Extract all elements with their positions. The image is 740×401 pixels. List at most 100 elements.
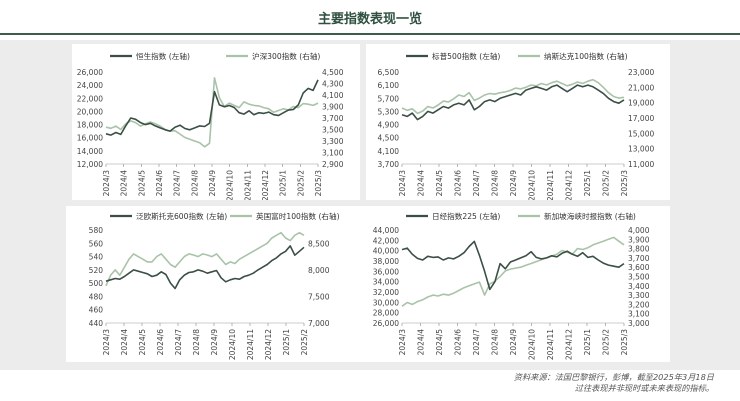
series-line-secondary — [401, 236, 625, 307]
y-left-tick-label: 6,500 — [378, 68, 400, 77]
y-right-tick-label: 3,500 — [628, 273, 650, 282]
legend-label: 纳斯达克100指数 (右轴) — [544, 51, 628, 61]
y-right-tick-label: 3,500 — [322, 126, 344, 135]
y-left-tick-label: 520 — [89, 266, 104, 275]
y-right-tick-label: 7,500 — [308, 292, 330, 301]
x-tick-label: 2024/11 — [243, 170, 252, 200]
y-right-tick-label: 4,300 — [322, 80, 344, 89]
x-tick-label: 2024/7 — [173, 170, 182, 197]
y-left-tick-label: 560 — [89, 239, 104, 248]
y-left-tick-label: 4,100 — [378, 147, 400, 156]
y-left-tick-label: 32,000 — [373, 288, 399, 297]
y-left-tick-label: 3,700 — [378, 160, 400, 169]
y-right-tick-label: 23,000 — [628, 68, 654, 77]
series-line-primary — [401, 240, 625, 291]
y-left-tick-label: 20,000 — [77, 107, 103, 116]
x-tick-label: 2024/11 — [546, 170, 555, 200]
x-tick-label: 2024/4 — [120, 329, 129, 356]
y-right-tick-label: 17,000 — [628, 114, 654, 123]
x-tick-label: 2024/3 — [102, 329, 111, 356]
y-right-tick-label: 3,200 — [628, 300, 650, 309]
legend-label: 英国富时100指数 (右轴) — [256, 211, 340, 221]
source-note: 资料来源：法国巴黎银行，彭博，截至2025年3月18日 — [513, 372, 714, 382]
y-right-tick-label: 21,000 — [628, 83, 654, 92]
y-left-tick-label: 18,000 — [77, 121, 103, 130]
y-left-tick-label: 40,000 — [373, 247, 399, 256]
legend-label: 泛欧斯托克600指数 (左轴) — [136, 211, 227, 221]
y-left-tick-label: 38,000 — [373, 257, 399, 266]
x-tick-label: 2024/8 — [192, 329, 201, 356]
y-left-tick-label: 14,000 — [77, 147, 103, 156]
x-tick-label: 2025/1 — [282, 329, 291, 356]
y-left-tick-label: 6,100 — [378, 81, 400, 90]
x-tick-label: 2024/8 — [491, 170, 500, 197]
y-left-tick-label: 26,000 — [373, 319, 399, 328]
x-tick-label: 2024/12 — [565, 329, 574, 360]
page-title: 主要指数表现一览 — [317, 12, 422, 27]
x-tick-label: 2024/5 — [137, 170, 146, 197]
x-tick-label: 2025/1 — [583, 170, 592, 197]
x-tick-label: 2025/1 — [279, 170, 288, 197]
y-right-tick-label: 3,400 — [628, 282, 650, 291]
x-tick-label: 2025/3 — [314, 170, 323, 197]
legend-label: 标普500指数 (左轴) — [432, 51, 500, 61]
chart-stoxx600-ftse100: 440 460 480 500 520 540 560 580 7,000 7,500 8,000 8… — [89, 211, 340, 360]
y-left-tick-label: 4,500 — [378, 134, 400, 143]
x-tick-label: 2024/6 — [155, 170, 164, 197]
x-tick-label: 2024/11 — [246, 329, 255, 360]
series-line-primary — [105, 79, 319, 136]
y-left-tick-label: 500 — [89, 279, 104, 288]
x-tick-label: 2024/5 — [435, 329, 444, 356]
x-tick-label: 2025/2 — [602, 329, 611, 356]
x-tick-label: 2025/3 — [620, 170, 629, 197]
x-tick-label: 2024/12 — [261, 170, 270, 200]
x-tick-label: 2024/10 — [528, 170, 537, 200]
y-left-tick-label: 5,700 — [378, 94, 400, 103]
legend-label: 恒生指数 (左轴) — [136, 51, 190, 61]
y-right-tick-label: 19,000 — [628, 99, 654, 108]
series-line-secondary — [105, 231, 305, 287]
x-tick-label: 2025/3 — [620, 329, 629, 356]
y-left-tick-label: 4,900 — [378, 121, 400, 130]
x-tick-label: 2025/1 — [583, 329, 592, 356]
x-tick-label: 2024/9 — [509, 329, 518, 356]
x-tick-label: 2024/8 — [491, 329, 500, 356]
x-tick-label: 2024/5 — [138, 329, 147, 356]
y-left-tick-label: 30,000 — [373, 298, 399, 307]
x-tick-label: 2025/2 — [296, 170, 305, 197]
y-left-tick-label: 28,000 — [373, 309, 399, 318]
x-tick-label: 2024/9 — [509, 170, 518, 197]
x-tick-label: 2024/10 — [226, 170, 235, 200]
y-right-tick-label: 7,000 — [308, 319, 330, 328]
series-line-primary — [401, 84, 625, 121]
y-left-tick-label: 440 — [89, 319, 104, 328]
series-line-primary — [105, 245, 305, 290]
x-tick-label: 2024/3 — [398, 170, 407, 197]
x-tick-label: 2024/3 — [398, 329, 407, 356]
y-right-tick-label: 3,900 — [628, 235, 650, 244]
x-tick-label: 2024/6 — [156, 329, 165, 356]
y-left-tick-label: 36,000 — [373, 267, 399, 276]
chart-sp500-nasdaq100: 3,700 4,100 4,500 4,900 5,300 5,700 6,100 6,500… — [378, 51, 655, 200]
y-right-tick-label: 8,000 — [308, 266, 330, 275]
x-tick-label: 2024/7 — [472, 329, 481, 356]
x-tick-label: 2024/7 — [472, 170, 481, 197]
x-tick-label: 2024/9 — [210, 329, 219, 356]
y-left-tick-label: 44,000 — [373, 226, 399, 235]
series-line-secondary — [401, 78, 625, 115]
legend-label: 沪深300指数 (右轴) — [252, 51, 320, 61]
y-right-tick-label: 3,300 — [628, 291, 650, 300]
x-tick-label: 2024/7 — [174, 329, 183, 356]
x-tick-label: 2024/10 — [528, 329, 537, 360]
x-tick-label: 2024/5 — [435, 170, 444, 197]
y-left-tick-label: 22,000 — [77, 94, 103, 103]
y-right-tick-label: 3,900 — [322, 103, 344, 112]
y-right-tick-label: 4,000 — [628, 226, 650, 235]
y-left-tick-label: 580 — [89, 226, 104, 235]
x-tick-label: 2024/11 — [546, 329, 555, 360]
y-right-tick-label: 11,000 — [628, 160, 654, 169]
title-divider — [0, 33, 740, 35]
chart-panel-1: 12,000 14,000 16,000 18,000 20,000 22,000 24,0… — [72, 44, 360, 200]
y-left-tick-label: 16,000 — [77, 134, 103, 143]
